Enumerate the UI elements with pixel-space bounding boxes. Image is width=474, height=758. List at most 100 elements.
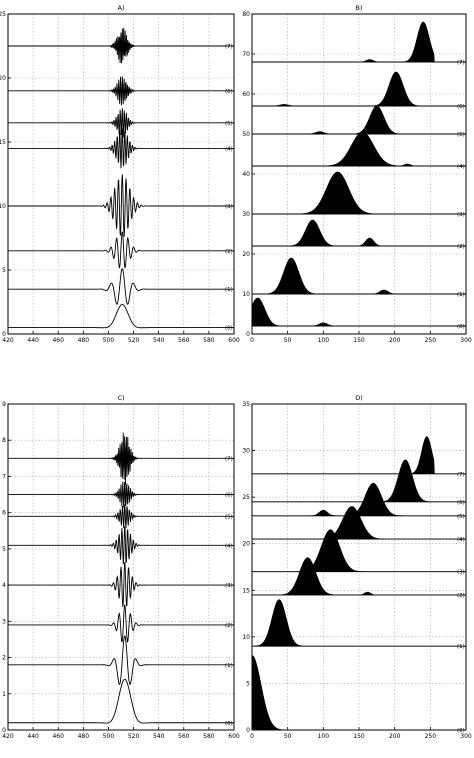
series-label: (3): [225, 583, 233, 589]
x-tick-label: 580: [203, 337, 215, 344]
series-area: [251, 436, 467, 475]
series-label: (3): [457, 212, 465, 218]
series-trace: [8, 268, 234, 305]
plot-frame: [7, 13, 235, 335]
y-tick-label: 70: [242, 51, 250, 58]
x-tick-label: 100: [318, 337, 330, 344]
x-tick-label: 520: [128, 337, 140, 344]
series-label: (4): [225, 146, 233, 152]
panel-title: B): [356, 4, 363, 12]
series-label: (5): [457, 514, 465, 520]
series-trace: [8, 504, 234, 529]
panel-c: (0)(1)(2)(3)(4)(5)(6)(7)420 440 460 480 500 5…: [2, 394, 240, 740]
series-label: (5): [225, 514, 233, 520]
series-label: (2): [225, 623, 233, 629]
series-label: (3): [225, 204, 233, 210]
series-label: (0): [225, 326, 233, 332]
y-tick-label: 60: [242, 91, 250, 98]
series-label: (2): [457, 593, 465, 599]
x-tick-label: 150: [353, 337, 365, 344]
x-tick-label: 250: [425, 733, 437, 740]
series-trace: [8, 27, 234, 64]
series-trace: [8, 526, 234, 565]
series-label: (6): [225, 89, 233, 95]
series-label: (1): [225, 663, 233, 669]
y-tick-label: 5: [246, 680, 250, 687]
y-tick-label: 8: [2, 437, 6, 444]
x-tick-label: 420: [2, 733, 14, 740]
series-trace: [8, 481, 234, 508]
x-tick-label: 540: [153, 337, 165, 344]
series-area: [252, 257, 466, 295]
plot-frame: [7, 403, 235, 731]
x-tick-label: 50: [284, 733, 292, 740]
series-label: (0): [457, 728, 465, 734]
x-tick-label: 300: [460, 733, 472, 740]
panel-d: (0)(1)(2)(3)(4)(5)(6)(7)0 50 100 150 200 250 3…: [242, 394, 472, 740]
series-trace: [8, 635, 234, 686]
series-label: (7): [225, 44, 233, 50]
series-trace: [8, 174, 234, 237]
series-area: [252, 71, 466, 107]
series-trace: [8, 76, 234, 106]
series-area: [252, 105, 466, 135]
y-tick-label: 2: [2, 655, 6, 662]
x-tick-label: 460: [52, 337, 64, 344]
series-label: (6): [225, 493, 233, 499]
y-tick-label: 15: [0, 139, 6, 146]
x-tick-label: 600: [228, 733, 240, 740]
series-area: [251, 297, 466, 327]
panel-title: C): [117, 394, 124, 402]
x-tick-label: 460: [52, 733, 64, 740]
y-tick-label: 30: [242, 448, 250, 455]
series-label: (1): [225, 287, 233, 293]
y-tick-label: 5: [2, 267, 6, 274]
y-tick-label: 0: [246, 331, 250, 338]
y-tick-label: 0: [246, 727, 250, 734]
panel-title: D): [355, 394, 363, 402]
series-area: [252, 131, 466, 167]
panel-title: A): [118, 4, 125, 12]
y-tick-label: 25: [242, 494, 250, 501]
series-label: (2): [225, 249, 233, 255]
series-label: (1): [457, 644, 465, 650]
x-tick-label: 520: [128, 733, 140, 740]
plot-frame: [251, 403, 467, 731]
y-tick-label: 40: [242, 171, 250, 178]
series-area: [251, 482, 467, 517]
y-tick-label: 35: [242, 401, 250, 408]
series-label: (7): [225, 456, 233, 462]
panel-a: (0) (1) (2) (3) (4) (5) (6) (7) 420 440 460 480 500 5…: [0, 4, 240, 344]
y-tick-label: 7: [2, 473, 6, 480]
series-trace: [8, 603, 234, 643]
y-tick-label: 50: [242, 131, 250, 138]
x-tick-label: 100: [318, 733, 330, 740]
x-tick-label: 200: [389, 337, 401, 344]
series-label: (1): [457, 292, 465, 298]
y-tick-label: 10: [242, 291, 250, 298]
series-area: [252, 219, 466, 247]
series-area: [252, 459, 466, 503]
y-tick-label: 3: [2, 618, 6, 625]
x-tick-label: 440: [27, 337, 39, 344]
series-area: [251, 599, 467, 647]
x-tick-label: 150: [353, 733, 365, 740]
y-tick-label: 10: [242, 634, 250, 641]
series-label: (6): [457, 500, 465, 506]
series-label: (5): [457, 132, 465, 138]
y-tick-label: 0: [2, 331, 6, 338]
series-trace: [8, 304, 234, 329]
y-tick-label: 25: [0, 11, 6, 18]
x-tick-label: 480: [78, 733, 90, 740]
x-tick-label: 0: [250, 337, 254, 344]
y-tick-label: 1: [2, 691, 6, 698]
y-tick-label: 10: [0, 203, 6, 210]
series-label: (3): [457, 570, 465, 576]
series-label: (7): [457, 472, 465, 478]
x-tick-label: 0: [250, 733, 254, 740]
series-label: (6): [457, 104, 465, 110]
series-label: (2): [457, 244, 465, 250]
x-tick-label: 600: [228, 337, 240, 344]
series-label: (0): [225, 721, 233, 727]
